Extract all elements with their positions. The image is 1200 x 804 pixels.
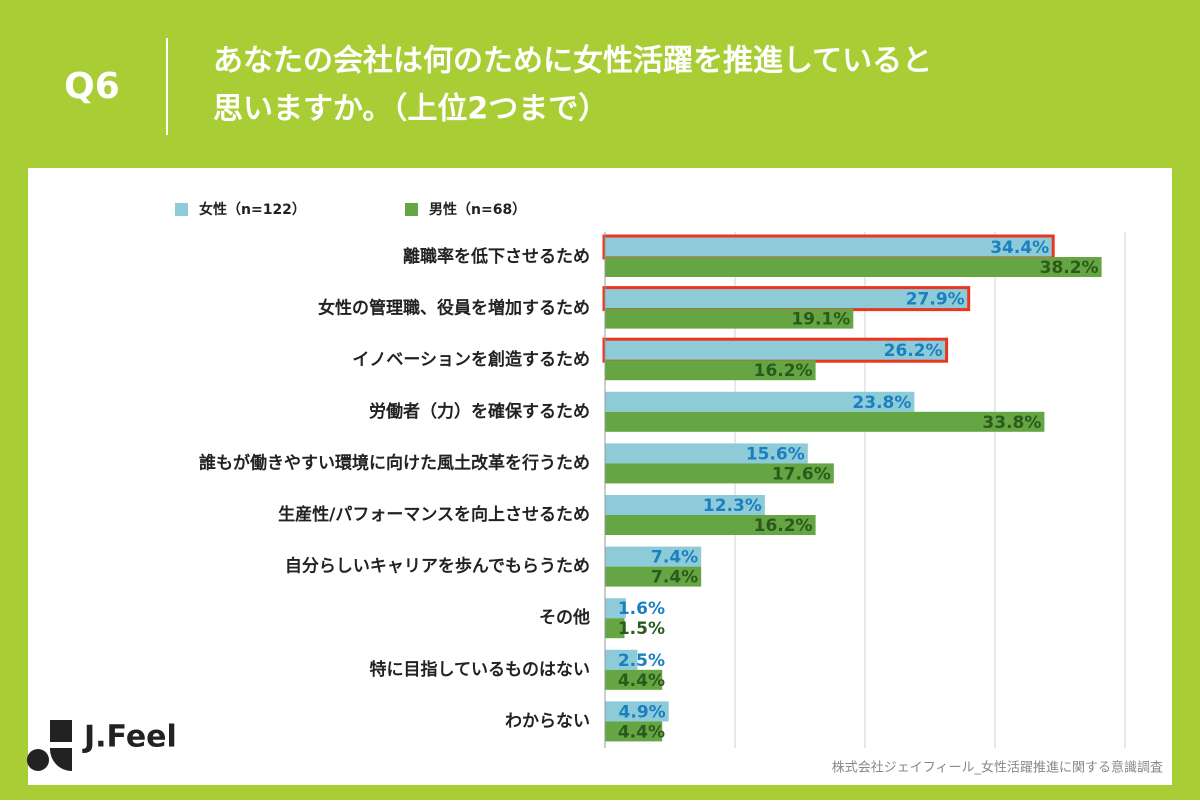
value-label: 38.2% bbox=[1040, 258, 1099, 278]
bar bbox=[605, 618, 625, 639]
bar bbox=[605, 598, 626, 619]
value-label: 34.4% bbox=[990, 238, 1049, 258]
value-label: 7.4% bbox=[651, 568, 698, 588]
logo-square bbox=[50, 720, 72, 742]
bar bbox=[605, 515, 816, 535]
bar bbox=[605, 411, 1045, 432]
value-label: 33.8% bbox=[982, 413, 1041, 433]
category-label: その他 bbox=[539, 607, 590, 628]
category-label: 労働者（力）を確保するため bbox=[369, 401, 590, 422]
category-label: わからない bbox=[505, 711, 590, 731]
value-label: 4.4% bbox=[618, 671, 665, 691]
category-label: 女性の管理職、役員を増加するため bbox=[318, 298, 590, 319]
bar bbox=[605, 701, 669, 722]
value-label: 16.2% bbox=[754, 361, 813, 381]
title-line: あなたの会社は何のために女性活躍を推進していると bbox=[213, 44, 932, 79]
value-label: 16.2% bbox=[754, 516, 813, 536]
bar bbox=[605, 288, 968, 309]
bar bbox=[605, 308, 854, 329]
category-label: 誰もが働きやすい環境に向けた風土改革を行うため bbox=[199, 452, 590, 473]
logo-text: J.Feel bbox=[82, 720, 177, 755]
value-label: 17.6% bbox=[772, 464, 831, 484]
bar bbox=[605, 360, 816, 381]
legend-label: 女性（n=122） bbox=[199, 201, 306, 218]
bar bbox=[605, 721, 663, 742]
value-label: 1.5% bbox=[618, 619, 665, 639]
category-label: 離職率を低下させるため bbox=[403, 246, 590, 267]
category-label: 特に目指しているものはない bbox=[370, 659, 591, 680]
value-label: 27.9% bbox=[906, 290, 965, 310]
value-label: 7.4% bbox=[651, 548, 698, 568]
category-label: イノベーションを創造するため bbox=[352, 349, 590, 370]
logo-shape bbox=[49, 748, 72, 772]
value-label: 12.3% bbox=[703, 496, 762, 516]
value-label: 4.4% bbox=[618, 722, 665, 742]
source: 株式会社ジェイフィール_女性活躍推進に関する意識調査 bbox=[832, 760, 1163, 776]
value-label: 2.5% bbox=[618, 651, 665, 671]
value-label: 19.1% bbox=[791, 310, 850, 330]
bar bbox=[605, 546, 702, 567]
value-label: 26.2% bbox=[884, 341, 943, 361]
logo: J.Feel bbox=[27, 720, 177, 772]
bar bbox=[605, 649, 638, 670]
value-label: 23.8% bbox=[852, 393, 911, 413]
legend-swatch bbox=[175, 203, 188, 216]
bar bbox=[605, 391, 915, 412]
bar bbox=[605, 257, 1102, 277]
category-label: 自分らしいキャリアを歩んでもらうため bbox=[285, 556, 590, 577]
category-label: 生産性/パフォーマンスを向上させるため bbox=[278, 504, 590, 525]
bar bbox=[605, 495, 765, 515]
logo-dot bbox=[27, 749, 49, 771]
legend-label: 男性（n=68） bbox=[429, 201, 526, 218]
bar bbox=[605, 669, 663, 690]
title-line: 思いますか。（上位2つまで） bbox=[213, 92, 608, 127]
legend-swatch bbox=[405, 203, 418, 216]
bar bbox=[605, 443, 808, 464]
bar bbox=[605, 340, 946, 361]
value-label: 4.9% bbox=[619, 702, 666, 722]
plot: 女性（n=122） 男性（n=68） 離職率を低下させるため 34.4%38.2% 女性… bbox=[175, 201, 1126, 748]
value-label: 1.6% bbox=[618, 599, 665, 619]
question-label: Q6 bbox=[64, 66, 120, 107]
bar bbox=[605, 566, 702, 587]
bar bbox=[605, 237, 1053, 257]
bar bbox=[605, 463, 834, 484]
value-label: 15.6% bbox=[746, 444, 805, 464]
